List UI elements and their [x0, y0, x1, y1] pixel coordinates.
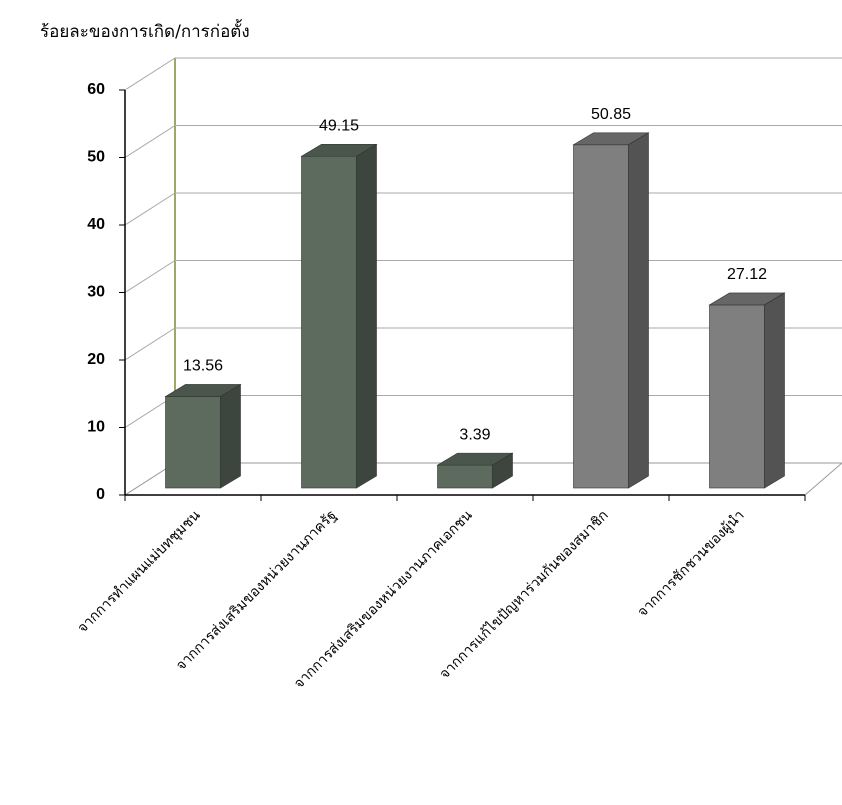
bar	[572, 132, 650, 489]
y-tick-label: 50	[87, 149, 105, 166]
bar	[300, 143, 378, 489]
bar	[164, 383, 242, 489]
bar-front	[301, 155, 357, 489]
grid-line	[124, 192, 842, 226]
bar-front	[709, 304, 765, 489]
bar-side	[628, 132, 649, 489]
bar-front	[573, 144, 629, 489]
y-axis-label: ร้อยละของการเกิด/การก่อตั้ง	[40, 19, 250, 42]
x-tick-label: จากการแก้ไขปัญหาร่วมกันของสมาชิก	[436, 507, 612, 683]
value-label: 50.85	[591, 106, 631, 123]
bar	[436, 452, 514, 489]
bar-side	[220, 383, 241, 489]
bar	[708, 292, 786, 489]
x-tick-label: จากการทำแผนแม่บทชุมชน	[75, 507, 204, 636]
y-tick-label: 20	[87, 351, 105, 368]
y-tick-label: 40	[87, 216, 105, 233]
y-tick-label: 30	[87, 284, 105, 301]
bar-side	[764, 292, 785, 489]
y-tick-label: 60	[87, 81, 105, 98]
bar-front	[437, 464, 493, 489]
bar-side	[492, 452, 513, 489]
floor-right-edge	[804, 462, 842, 496]
x-tick-label: จากการชักชวนของผู้นำ	[635, 507, 748, 620]
y-tick-label: 0	[96, 486, 105, 503]
value-label: 49.15	[319, 117, 359, 134]
bar-side	[356, 143, 377, 489]
value-label: 27.12	[727, 266, 767, 283]
x-tick-label: จากการส่งเสริมของหน่วยงานภาครัฐ	[173, 507, 340, 674]
bar-front	[165, 396, 221, 489]
y-tick-label: 10	[87, 419, 105, 436]
grid-line	[124, 57, 842, 91]
value-label: 3.39	[459, 426, 490, 443]
value-label: 13.56	[183, 358, 223, 375]
grid-line	[124, 125, 842, 158]
